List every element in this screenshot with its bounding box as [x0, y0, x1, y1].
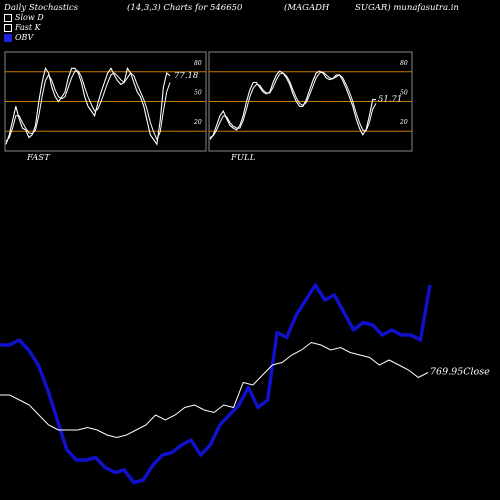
legend-slow-d: Slow D	[4, 13, 44, 22]
panel-title: FAST	[26, 153, 51, 163]
last-value-label: 51.71	[378, 95, 402, 105]
header-title: Daily Stochastics	[4, 3, 79, 13]
fast-k-swatch-icon	[4, 23, 12, 32]
level-label-80: 80	[400, 60, 408, 67]
panel-title: FULL	[230, 153, 256, 163]
header-symbol: (MAGADH	[284, 3, 330, 13]
level-label-50: 50	[400, 90, 408, 97]
level-label-20: 20	[193, 119, 202, 126]
close-value-label: 769.95Close	[430, 367, 490, 378]
stoch-series-line-1	[5, 66, 171, 146]
stoch-series-line-2	[209, 71, 377, 139]
obv-series-line	[0, 283, 432, 485]
level-label-80: 80	[194, 60, 202, 67]
legend-slow-d-label: Slow D	[15, 13, 44, 22]
header-params: (14,3,3) Charts for 546650	[127, 3, 243, 13]
obv-swatch-icon	[4, 33, 12, 42]
level-label-20: 20	[399, 119, 408, 126]
level-label-50: 50	[194, 90, 202, 97]
stoch-series-line-2	[5, 70, 171, 142]
last-value-label: 77.18	[174, 71, 199, 81]
legend-fast-k-label: Fast K	[15, 23, 41, 32]
close-series-line	[0, 341, 429, 439]
header-company: SUGAR) munafasutra.in	[355, 3, 459, 13]
legend-fast-k: Fast K	[4, 23, 41, 32]
legend-obv: OBV	[4, 33, 33, 42]
slow-d-swatch-icon	[4, 13, 12, 22]
legend-obv-label: OBV	[15, 33, 34, 42]
